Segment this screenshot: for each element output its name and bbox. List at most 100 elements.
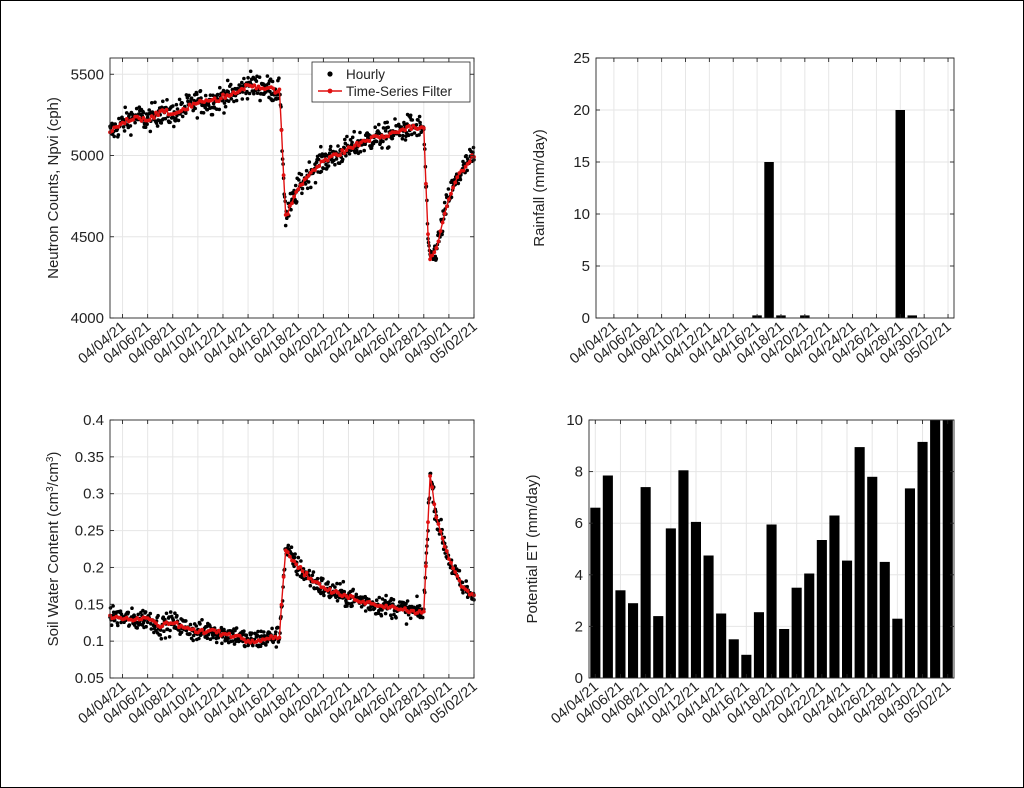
hourly-point — [336, 144, 340, 148]
hourly-point — [207, 103, 211, 108]
hourly-point — [163, 617, 167, 622]
hourly-point — [252, 91, 256, 96]
filter-point — [304, 570, 309, 575]
hourly-point — [299, 172, 304, 177]
hourly-point — [255, 91, 260, 95]
hourly-point — [391, 597, 396, 602]
hourly-point — [163, 636, 168, 640]
filter-point — [277, 635, 282, 640]
filter-point — [281, 575, 286, 579]
hourly-point — [406, 133, 411, 138]
y-axis-label: Potential ET (mm/day) — [524, 475, 541, 624]
legend-marker-filter — [327, 88, 333, 94]
filter-point — [237, 633, 242, 638]
y-tick-label: 0.25 — [75, 523, 104, 540]
hourly-point — [402, 123, 407, 127]
hourly-point — [414, 123, 419, 127]
bar-04-04-21 — [590, 507, 601, 678]
chart-pet: 024681004/04/2104/06/2104/08/2104/10/210… — [524, 412, 955, 727]
filter-point — [267, 636, 271, 641]
bar-04-29-21 — [904, 488, 915, 678]
hourly-point — [251, 643, 255, 648]
filter-point — [279, 128, 284, 133]
filter-point — [424, 564, 428, 569]
hourly-point — [232, 642, 237, 646]
hourly-point — [197, 636, 201, 641]
filter-point — [216, 99, 221, 104]
hourly-point — [148, 611, 153, 616]
hourly-point — [246, 76, 250, 80]
hourly-point — [458, 177, 463, 182]
filter-point — [221, 92, 225, 97]
bar-04-17-21 — [764, 162, 774, 318]
hourly-point — [159, 636, 164, 641]
hourly-point — [158, 628, 163, 632]
bar-04-10-21 — [665, 528, 676, 678]
hourly-point — [232, 99, 236, 104]
bars — [590, 420, 953, 678]
hourly-point — [245, 97, 250, 101]
y-tick-label: 4500 — [71, 229, 104, 246]
filter-point — [449, 191, 453, 196]
hourly-point — [135, 626, 139, 630]
hourly-point — [210, 112, 215, 117]
filter-point — [428, 474, 432, 478]
bar-04-22-21 — [816, 540, 827, 678]
plot-area — [110, 420, 474, 678]
filter-point — [160, 624, 165, 628]
y-tick-label: 6 — [575, 515, 583, 532]
filter-point — [428, 257, 432, 262]
filter-point — [430, 485, 435, 490]
hourly-point — [296, 555, 301, 560]
hourly-point — [226, 99, 231, 103]
hourly-point — [222, 111, 226, 115]
hourly-point — [220, 641, 224, 646]
hourly-point — [145, 620, 150, 625]
y-tick-label: 0 — [575, 670, 583, 687]
legend: Hourly Time-Series Filter — [311, 61, 471, 103]
hourly-point — [163, 116, 168, 121]
hourly-point — [158, 633, 162, 637]
filter-point — [432, 502, 437, 507]
hourly-point — [242, 76, 246, 81]
chart-neutron: 400045005000550004/04/2104/06/2104/08/21… — [45, 57, 481, 367]
hourly-point — [335, 581, 339, 586]
hourly-point — [240, 97, 245, 101]
hourly-point — [126, 610, 131, 615]
filter-point — [139, 118, 144, 123]
hourly-point — [234, 98, 239, 103]
hourly-point — [300, 186, 305, 191]
hourly-point — [304, 168, 309, 173]
filter-point — [147, 118, 152, 122]
filter-point — [436, 239, 441, 244]
hourly-point — [234, 626, 239, 630]
hourly-point — [265, 640, 270, 644]
hourly-point — [168, 120, 172, 125]
hourly-point — [434, 256, 439, 261]
hourly-point — [324, 162, 328, 167]
hourly-point — [198, 622, 202, 626]
bar-04-12-21 — [690, 521, 701, 678]
filter-point — [216, 628, 221, 633]
hourly-point — [308, 583, 313, 588]
hourly-point — [335, 599, 340, 603]
filter-point — [219, 96, 223, 101]
filter-point — [455, 574, 460, 578]
hourly-point — [154, 121, 159, 125]
hourly-point — [319, 144, 323, 149]
bar-04-14-21 — [716, 613, 727, 678]
hourly-point — [408, 616, 413, 621]
hourly-point — [350, 604, 354, 608]
hourly-point — [297, 178, 301, 182]
hourly-point — [440, 232, 444, 237]
hourly-point — [171, 618, 176, 622]
hourly-point — [211, 635, 215, 640]
hourly-point — [116, 133, 121, 137]
filter-point — [131, 117, 135, 122]
hourly-point — [351, 587, 356, 592]
hourly-point — [111, 604, 115, 608]
filter-point — [434, 246, 439, 250]
bar-05-01-21 — [930, 420, 941, 678]
hourly-point — [465, 168, 470, 173]
hourly-point — [203, 93, 208, 98]
